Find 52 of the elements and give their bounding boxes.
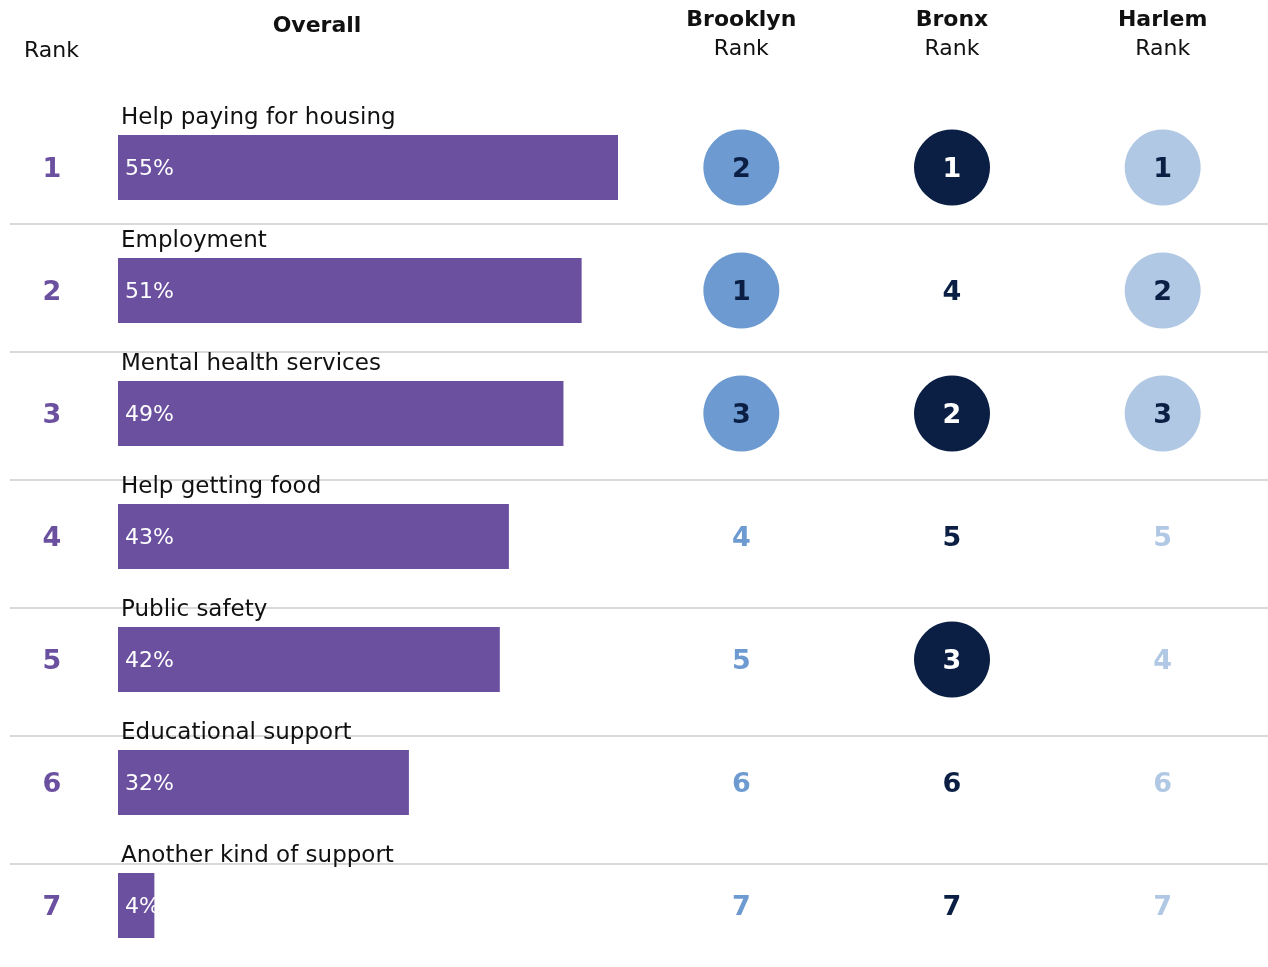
y-tick-label: Educational support	[121, 718, 352, 744]
data-label: 42%	[125, 647, 174, 672]
bar	[118, 258, 582, 323]
data-label: 1	[731, 275, 751, 306]
y-tick-label: Employment	[121, 226, 267, 252]
data-label: 49%	[125, 401, 174, 426]
bar	[118, 135, 618, 200]
bar	[118, 627, 500, 692]
data-label: 3	[1153, 398, 1173, 429]
data-label: 4	[942, 275, 962, 306]
text: Rank	[24, 36, 80, 62]
data-label: 6	[942, 767, 962, 798]
x-tick-label: Harlem Rank	[1117, 6, 1208, 60]
data-label: 2	[942, 398, 962, 429]
text: 3	[42, 398, 62, 429]
data-label: 7	[1153, 890, 1173, 921]
data-label: 6	[1153, 767, 1173, 798]
data-label: 4	[1153, 644, 1173, 675]
data-label: 3	[731, 398, 751, 429]
text: 1	[42, 152, 62, 183]
data-label: 2	[731, 152, 751, 183]
text: 7	[42, 890, 62, 921]
y-tick-label: Public safety	[121, 595, 268, 621]
data-label: 6	[731, 767, 751, 798]
text: 6	[42, 767, 62, 798]
x-tick-label: Bronx Rank	[915, 6, 989, 60]
bar	[118, 504, 509, 569]
data-label: 55%	[125, 155, 174, 180]
data-label: 1	[942, 152, 962, 183]
data-label: 5	[731, 644, 751, 675]
data-label: 5	[942, 521, 962, 552]
data-label: 7	[731, 890, 751, 921]
data-label: 2	[1153, 275, 1173, 306]
chart-title: Overall	[272, 11, 362, 37]
bar	[118, 381, 564, 446]
text: 4	[42, 521, 62, 552]
x-tick-label: Brooklyn Rank	[686, 6, 797, 60]
data-label: 32%	[125, 770, 174, 795]
data-label: 51%	[125, 278, 174, 303]
y-tick-label: Help getting food	[121, 472, 322, 498]
y-tick-label: Another kind of support	[121, 841, 394, 867]
data-label: 4	[731, 521, 751, 552]
bar	[118, 750, 409, 815]
data-label: 7	[942, 890, 962, 921]
data-label: 5	[1153, 521, 1173, 552]
text: 5	[42, 644, 62, 675]
data-label: 3	[942, 644, 962, 675]
data-label: 1	[1153, 152, 1173, 183]
y-tick-label: Help paying for housing	[121, 103, 396, 129]
text: 2	[42, 275, 62, 306]
y-tick-label: Mental health services	[121, 349, 381, 375]
data-label: 43%	[125, 524, 174, 549]
